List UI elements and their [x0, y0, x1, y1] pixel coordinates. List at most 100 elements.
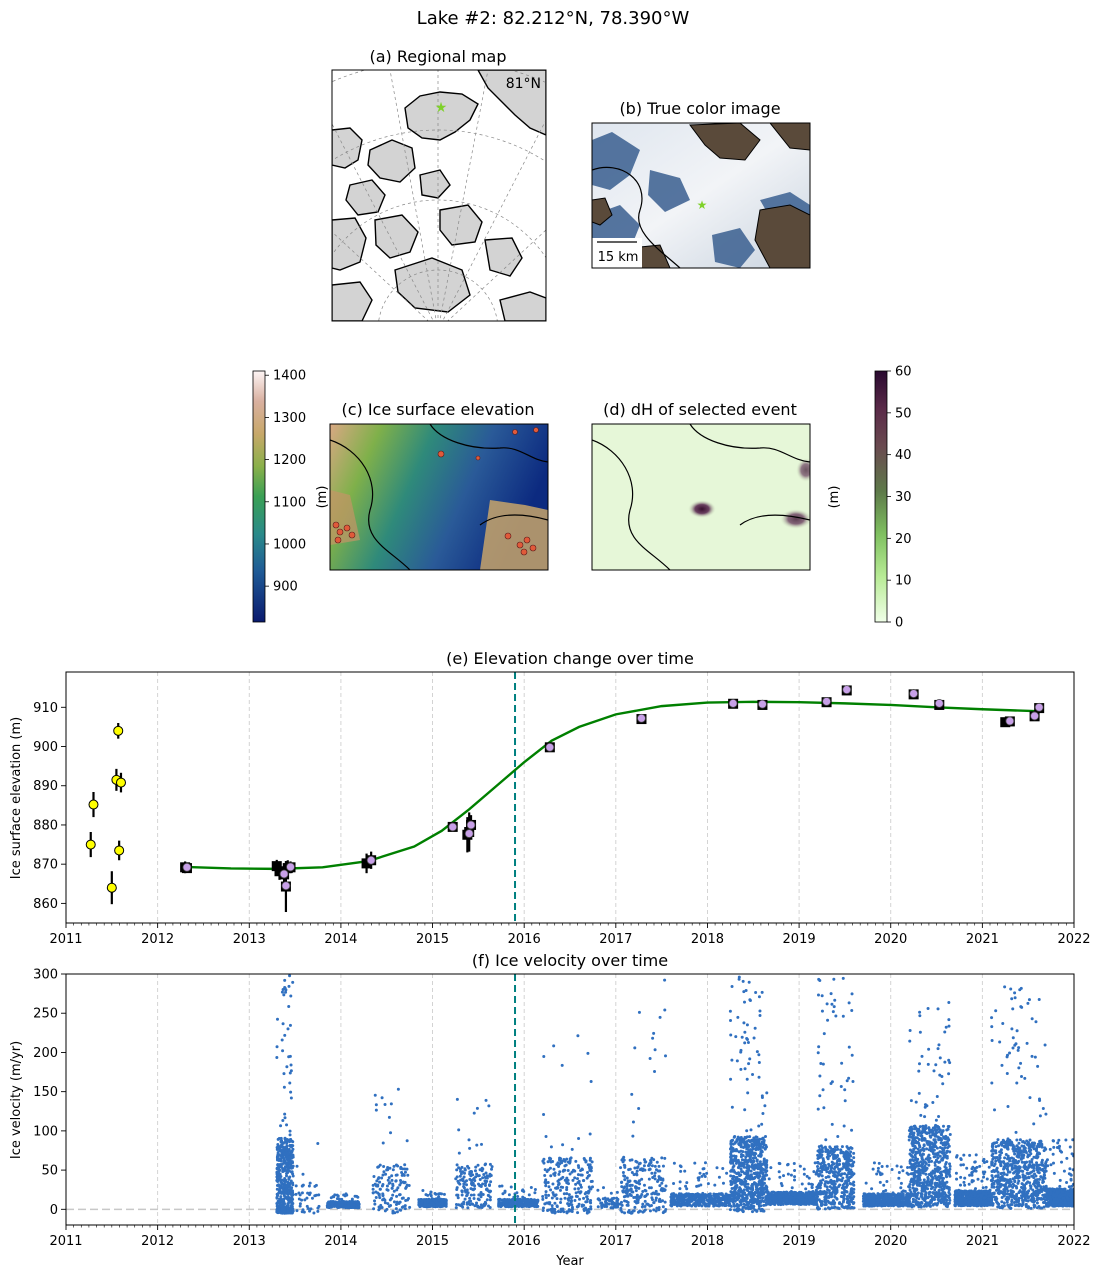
- velocity-point: [378, 1196, 382, 1200]
- velocity-point: [899, 1181, 903, 1185]
- velocity-point: [761, 1111, 765, 1115]
- velocity-point: [734, 1035, 738, 1039]
- velocity-point: [754, 1140, 758, 1144]
- velocity-point: [648, 1056, 652, 1060]
- velocity-point: [543, 1202, 547, 1206]
- velocity-point: [568, 1208, 572, 1212]
- velocity-point: [289, 1179, 293, 1183]
- velocity-point: [291, 1144, 295, 1148]
- velocity-point: [753, 1197, 757, 1201]
- velocity-point: [392, 1200, 396, 1204]
- velocity-point: [390, 1186, 394, 1190]
- velocity-point: [279, 1136, 283, 1140]
- velocity-point: [626, 1194, 630, 1198]
- velocity-point: [287, 1055, 291, 1059]
- velocity-point: [654, 1196, 658, 1200]
- velocity-point: [418, 1198, 422, 1202]
- velocity-point: [612, 1201, 616, 1205]
- velocity-point: [818, 1074, 822, 1078]
- velocity-point: [843, 1157, 847, 1161]
- velocity-point: [847, 1171, 851, 1175]
- velocity-point: [685, 1187, 689, 1191]
- x-tick-label: 2017: [599, 932, 632, 947]
- velocity-point: [405, 1139, 409, 1143]
- velocity-point: [767, 1177, 771, 1181]
- velocity-point: [439, 1205, 443, 1209]
- velocity-point: [746, 1171, 750, 1175]
- velocity-point: [515, 1191, 519, 1195]
- velocity-point: [759, 1209, 763, 1213]
- velocity-point: [707, 1203, 711, 1207]
- colorbar-tick-label: 50: [895, 406, 912, 421]
- velocity-point: [683, 1195, 687, 1199]
- velocity-point: [300, 1191, 304, 1195]
- velocity-point: [729, 1174, 733, 1178]
- velocity-point: [277, 1201, 281, 1205]
- velocity-point: [285, 1123, 289, 1127]
- velocity-point: [761, 1136, 765, 1140]
- velocity-point: [485, 1187, 489, 1191]
- velocity-point: [834, 1174, 838, 1178]
- velocity-point: [432, 1203, 436, 1207]
- velocity-point: [387, 1176, 391, 1180]
- velocity-point: [837, 1170, 841, 1174]
- velocity-point: [388, 1166, 392, 1170]
- velocity-point: [644, 1189, 648, 1193]
- velocity-point: [579, 1185, 583, 1189]
- x-tick-label: 2021: [966, 932, 999, 947]
- velocity-point: [810, 1185, 814, 1189]
- velocity-point: [771, 1194, 775, 1198]
- velocity-point: [337, 1203, 341, 1207]
- velocity-point: [745, 1129, 749, 1133]
- panel-e-ylabel: Ice surface elevation (m): [9, 717, 24, 879]
- velocity-point: [839, 1085, 843, 1089]
- velocity-point: [683, 1169, 687, 1173]
- velocity-point: [457, 1128, 461, 1132]
- velocity-point: [286, 1148, 290, 1152]
- dh-field: [592, 424, 810, 570]
- velocity-point: [378, 1180, 382, 1184]
- velocity-point: [407, 1196, 411, 1200]
- velocity-point: [589, 1079, 593, 1083]
- velocity-point: [696, 1196, 700, 1200]
- velocity-point: [533, 1191, 537, 1195]
- velocity-point: [577, 1181, 581, 1185]
- velocity-point: [848, 1175, 852, 1179]
- dh-coastline: [689, 424, 810, 463]
- velocity-point: [735, 1171, 739, 1175]
- velocity-point: [286, 1204, 290, 1208]
- velocity-point: [576, 1187, 580, 1191]
- velocity-point: [753, 1172, 757, 1176]
- velocity-point: [288, 1129, 292, 1133]
- velocity-point: [835, 1145, 839, 1149]
- velocity-point: [822, 1106, 826, 1110]
- velocity-point: [566, 1202, 570, 1206]
- velocity-point: [747, 980, 751, 984]
- velocity-point: [534, 1201, 538, 1205]
- velocity-point: [778, 1162, 782, 1166]
- velocity-point: [586, 1163, 590, 1167]
- velocity-point: [631, 1134, 635, 1138]
- velocity-point: [838, 1162, 842, 1166]
- velocity-point: [828, 1145, 832, 1149]
- velocity-point: [403, 1170, 407, 1174]
- velocity-point: [745, 1206, 749, 1210]
- velocity-point: [743, 1030, 747, 1034]
- velocity-point: [400, 1205, 404, 1209]
- velocity-point: [488, 1183, 492, 1187]
- x-tick-label: 2016: [508, 932, 541, 947]
- velocity-point: [288, 1156, 292, 1160]
- velocity-point: [482, 1172, 486, 1176]
- velocity-point: [481, 1176, 485, 1180]
- velocity-point: [282, 1157, 286, 1161]
- velocity-point: [738, 1187, 742, 1191]
- velocity-point: [589, 1166, 593, 1170]
- velocity-point: [830, 1002, 834, 1006]
- velocity-point: [388, 1181, 392, 1185]
- velocity-point: [655, 1160, 659, 1164]
- velocity-point: [633, 1166, 637, 1170]
- image-rock: [592, 123, 810, 268]
- velocity-point: [398, 1193, 402, 1197]
- velocity-point: [802, 1172, 806, 1176]
- velocity-point: [771, 1190, 775, 1194]
